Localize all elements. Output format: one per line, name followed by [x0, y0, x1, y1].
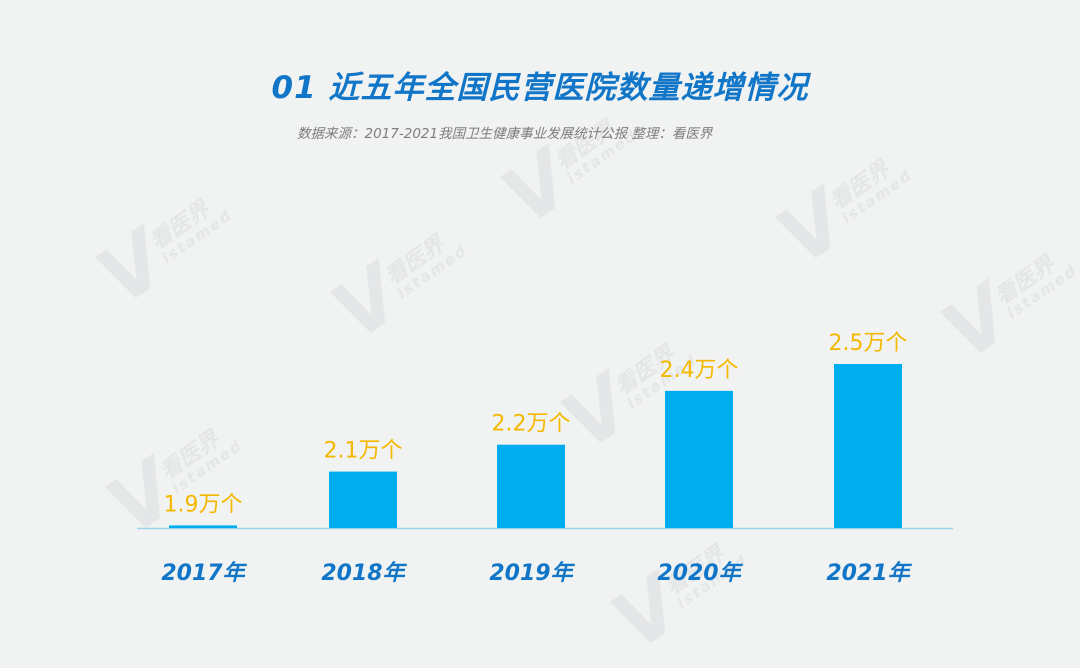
chart-source-note: 数据来源：2017-2021我国卫生健康事业发展统计公报 整理：看医界 [297, 126, 713, 142]
x-tick-label: 2019年 [489, 560, 575, 586]
bar-value-label: 2.2万个 [492, 412, 571, 437]
bar-2017年 [169, 525, 237, 528]
bar-value-label: 1.9万个 [164, 492, 243, 517]
chart-title: 01 近五年全国民营医院数量递增情况 [271, 70, 809, 106]
x-tick-label: 2018年 [321, 560, 407, 586]
bar-2019年 [497, 444, 565, 528]
category-labels-group: 2017年 2018年 2019年 2020年 2021年 [161, 560, 912, 586]
bar-2021年 [834, 364, 902, 528]
value-labels-group: 1.9万个 2.1万个 2.2万个 2.4万个 2.5万个 [164, 331, 908, 517]
bar-value-label: 2.5万个 [829, 331, 908, 356]
bar-2018年 [329, 471, 397, 528]
x-tick-label: 2017年 [161, 560, 247, 586]
bars-group [169, 364, 902, 528]
bar-2020年 [665, 390, 733, 528]
bar-value-label: 2.1万个 [324, 439, 403, 464]
x-tick-label: 2021年 [826, 560, 912, 586]
x-tick-label: 2020年 [657, 560, 743, 586]
bar-value-label: 2.4万个 [660, 358, 739, 383]
